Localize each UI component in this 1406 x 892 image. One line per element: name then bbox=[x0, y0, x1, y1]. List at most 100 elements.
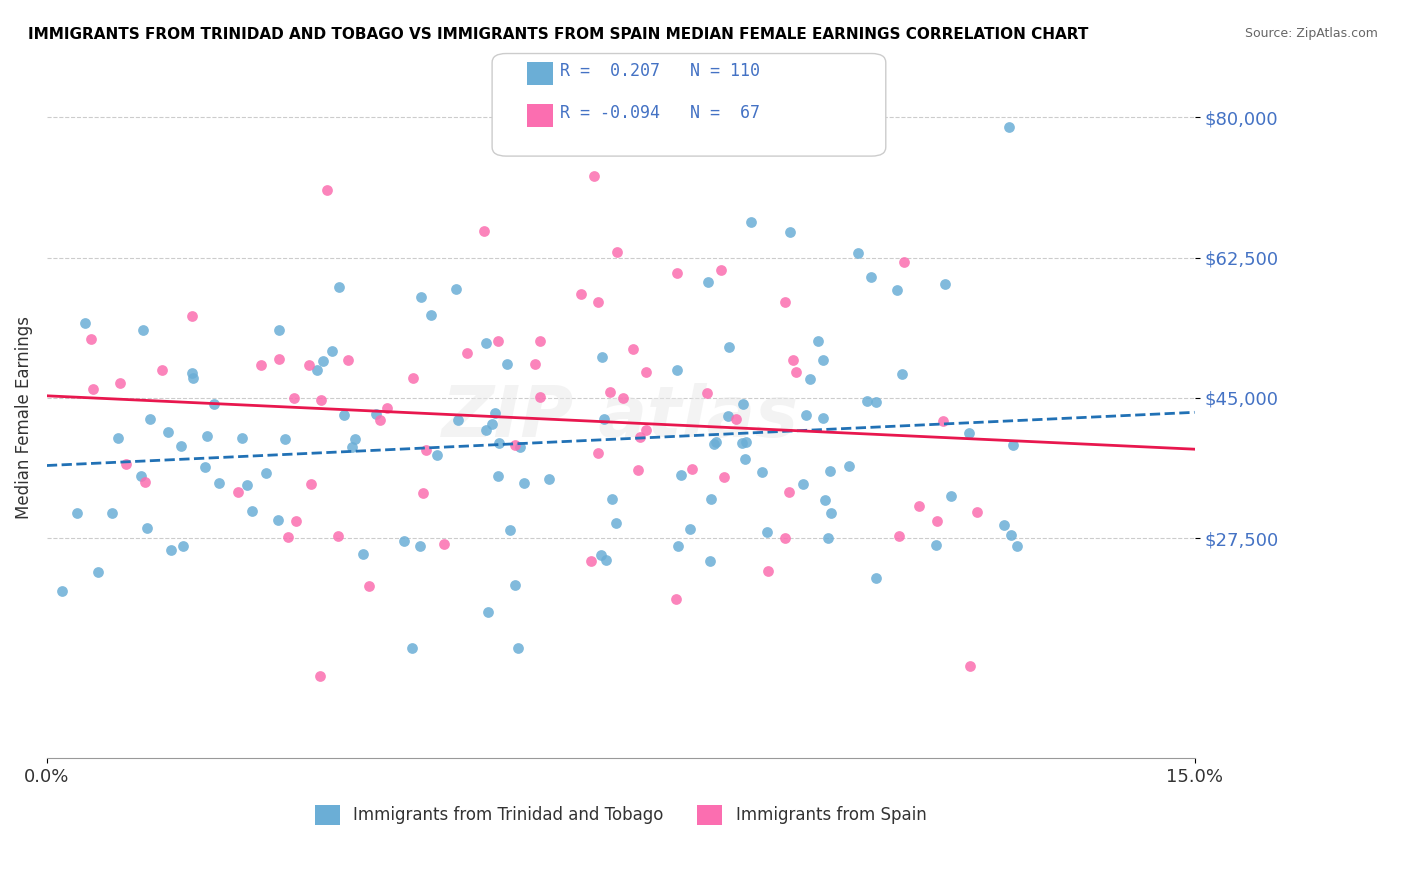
Point bbox=[627, 463, 650, 477]
Point bbox=[315, 183, 337, 197]
Point bbox=[108, 376, 131, 390]
Point bbox=[756, 564, 779, 578]
Point bbox=[267, 513, 290, 527]
Point bbox=[998, 120, 1021, 135]
Point bbox=[277, 530, 299, 544]
Point bbox=[107, 432, 129, 446]
Point bbox=[731, 435, 754, 450]
Point bbox=[586, 295, 609, 310]
Point bbox=[447, 413, 470, 427]
Point bbox=[138, 411, 160, 425]
Point bbox=[893, 255, 915, 269]
Point bbox=[426, 448, 449, 462]
Point bbox=[569, 287, 592, 301]
Point bbox=[599, 384, 621, 399]
Point bbox=[941, 489, 963, 503]
Point bbox=[419, 308, 441, 322]
Point bbox=[433, 537, 456, 551]
Point bbox=[814, 492, 837, 507]
Point bbox=[602, 492, 624, 507]
Text: R = -0.094   N =  67: R = -0.094 N = 67 bbox=[560, 104, 759, 122]
Point bbox=[208, 475, 231, 490]
Point bbox=[785, 365, 807, 379]
Point bbox=[79, 332, 101, 346]
Point bbox=[503, 437, 526, 451]
Point bbox=[699, 554, 721, 568]
Point bbox=[240, 504, 263, 518]
Point bbox=[226, 485, 249, 500]
Point bbox=[799, 372, 821, 386]
Point bbox=[194, 459, 217, 474]
Point bbox=[254, 467, 277, 481]
Text: IMMIGRANTS FROM TRINIDAD AND TOBAGO VS IMMIGRANTS FROM SPAIN MEDIAN FEMALE EARNI: IMMIGRANTS FROM TRINIDAD AND TOBAGO VS I… bbox=[28, 27, 1088, 42]
Point bbox=[756, 524, 779, 539]
Point bbox=[274, 433, 297, 447]
Point bbox=[779, 485, 801, 500]
Text: Source: ZipAtlas.com: Source: ZipAtlas.com bbox=[1244, 27, 1378, 40]
Point bbox=[593, 412, 616, 426]
Point bbox=[811, 411, 834, 425]
Point bbox=[773, 295, 796, 310]
Point bbox=[700, 491, 723, 506]
Point bbox=[1001, 437, 1024, 451]
Point bbox=[855, 393, 877, 408]
Point bbox=[717, 340, 740, 354]
Point bbox=[299, 476, 322, 491]
Text: R =  0.207   N = 110: R = 0.207 N = 110 bbox=[560, 62, 759, 80]
Legend: Immigrants from Trinidad and Tobago, Immigrants from Spain: Immigrants from Trinidad and Tobago, Imm… bbox=[308, 798, 934, 831]
Point bbox=[328, 279, 350, 293]
Point bbox=[612, 391, 634, 405]
Point bbox=[957, 426, 980, 441]
Point bbox=[231, 431, 253, 445]
Point bbox=[710, 263, 733, 277]
Point bbox=[132, 323, 155, 337]
Point bbox=[366, 407, 388, 421]
Point bbox=[782, 352, 804, 367]
Point bbox=[402, 371, 425, 385]
Point bbox=[838, 458, 860, 473]
Point bbox=[375, 401, 398, 415]
Point bbox=[925, 538, 948, 552]
Point bbox=[87, 565, 110, 579]
Point bbox=[665, 266, 688, 280]
Point bbox=[820, 465, 842, 479]
Point bbox=[865, 571, 887, 585]
Point bbox=[486, 469, 509, 483]
Point bbox=[779, 225, 801, 239]
Point bbox=[134, 475, 156, 489]
Point bbox=[312, 354, 335, 368]
Point bbox=[415, 442, 437, 457]
Point bbox=[591, 350, 613, 364]
Text: ZIP atlas: ZIP atlas bbox=[441, 384, 799, 452]
Point bbox=[150, 363, 173, 377]
Point bbox=[412, 486, 434, 500]
Point bbox=[368, 412, 391, 426]
Point bbox=[309, 392, 332, 407]
Point bbox=[713, 470, 735, 484]
Point bbox=[136, 521, 159, 535]
Point bbox=[820, 506, 842, 520]
Point bbox=[326, 529, 349, 543]
Point bbox=[170, 439, 193, 453]
Point bbox=[508, 440, 530, 454]
Point bbox=[343, 432, 366, 446]
Point bbox=[734, 451, 756, 466]
Point bbox=[666, 539, 689, 553]
Point bbox=[704, 435, 727, 450]
Point bbox=[181, 366, 204, 380]
Point bbox=[297, 358, 319, 372]
Point bbox=[731, 397, 754, 411]
Point bbox=[665, 591, 688, 606]
Point bbox=[202, 397, 225, 411]
Point bbox=[529, 334, 551, 348]
Point bbox=[696, 275, 718, 289]
Point bbox=[523, 357, 546, 371]
Point bbox=[101, 506, 124, 520]
Point bbox=[634, 365, 657, 379]
Point bbox=[333, 408, 356, 422]
Point bbox=[472, 224, 495, 238]
Point bbox=[807, 334, 830, 348]
Point bbox=[267, 323, 290, 337]
Point bbox=[481, 417, 503, 432]
Point bbox=[846, 245, 869, 260]
